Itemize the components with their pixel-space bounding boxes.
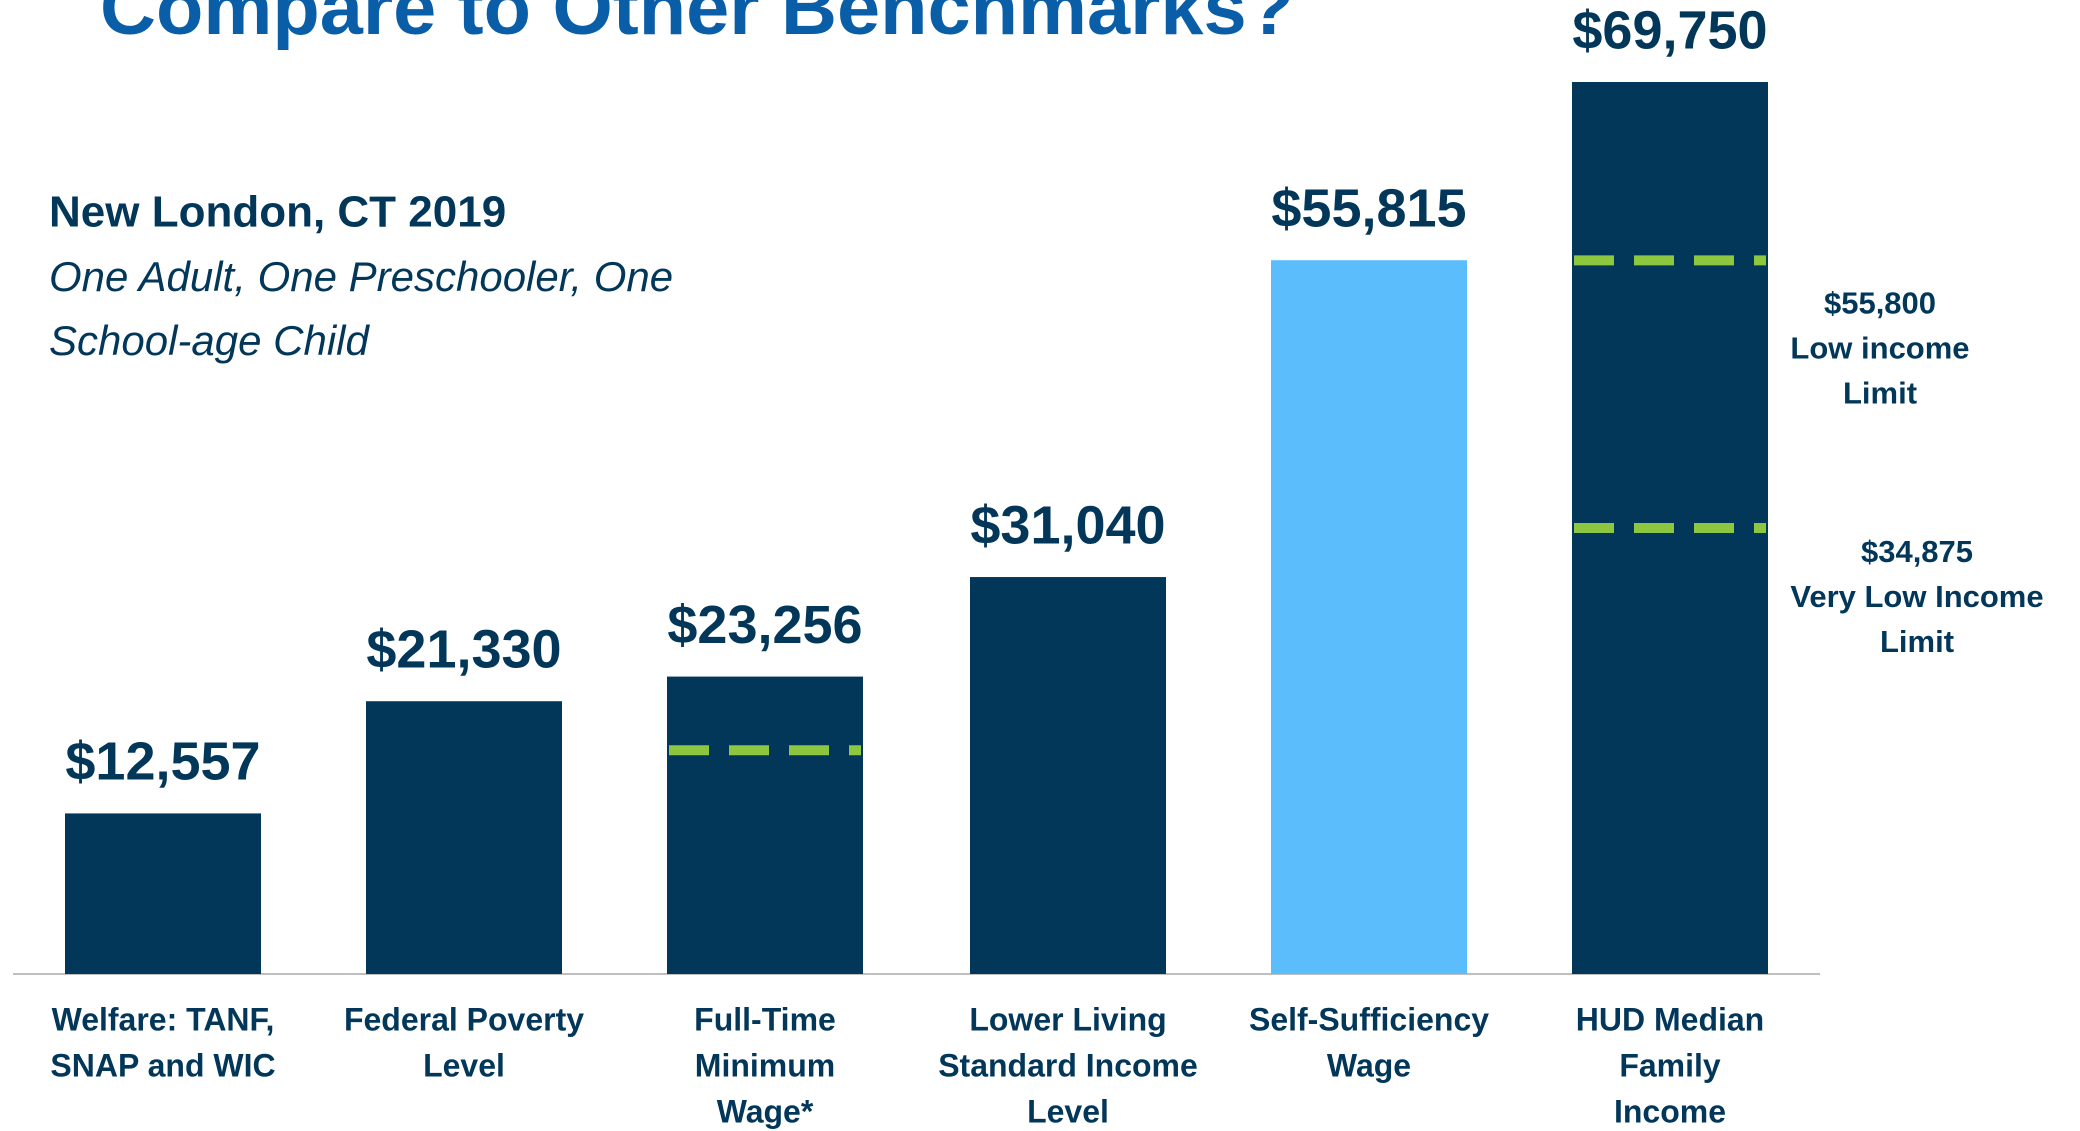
x-tick-label: Income	[1614, 1093, 1726, 1129]
reference-label: Limit	[1843, 376, 1917, 411]
bar	[667, 676, 863, 974]
reference-label: Limit	[1880, 624, 1954, 659]
x-tick-label: Welfare: TANF,	[52, 1001, 275, 1037]
bar	[970, 577, 1166, 974]
reference-label: Very Low Income	[1790, 579, 2043, 614]
value-label: $12,557	[65, 732, 260, 792]
value-label: $55,815	[1271, 178, 1466, 238]
x-tick-label: Minimum	[695, 1047, 835, 1083]
x-tick-label: Level	[1027, 1093, 1109, 1129]
chart-title: Compare to Other Benchmarks?	[100, 0, 1294, 51]
value-label: $69,750	[1572, 0, 1767, 60]
bar	[1271, 260, 1467, 975]
x-tick-label: Wage	[1327, 1047, 1411, 1083]
chart-subtitle: New London, CT 2019	[49, 188, 506, 237]
bar	[366, 701, 562, 974]
x-tick-label: Lower Living	[969, 1001, 1166, 1037]
x-tick-label: Full-Time	[694, 1001, 836, 1037]
x-tick-label: Federal Poverty	[344, 1001, 584, 1037]
reference-label: $34,875	[1861, 534, 1973, 569]
value-label: $23,256	[667, 595, 862, 655]
reference-label: Low income	[1790, 331, 1969, 366]
x-tick-label: HUD Median	[1576, 1001, 1764, 1037]
value-label: $21,330	[366, 619, 561, 679]
x-tick-label: Self-Sufficiency	[1249, 1001, 1489, 1037]
chart-description: One Adult, One Preschooler, One	[49, 253, 673, 300]
x-tick-label: Level	[423, 1047, 505, 1083]
bar	[65, 813, 261, 974]
reference-label: $55,800	[1824, 286, 1936, 321]
x-tick-label: Family	[1619, 1047, 1721, 1083]
x-tick-label: SNAP and WIC	[50, 1047, 275, 1083]
chart-description: School-age Child	[49, 317, 371, 364]
x-tick-label: Standard Income	[938, 1047, 1198, 1083]
value-label: $31,040	[970, 495, 1165, 555]
x-tick-label: Wage*	[717, 1093, 814, 1129]
